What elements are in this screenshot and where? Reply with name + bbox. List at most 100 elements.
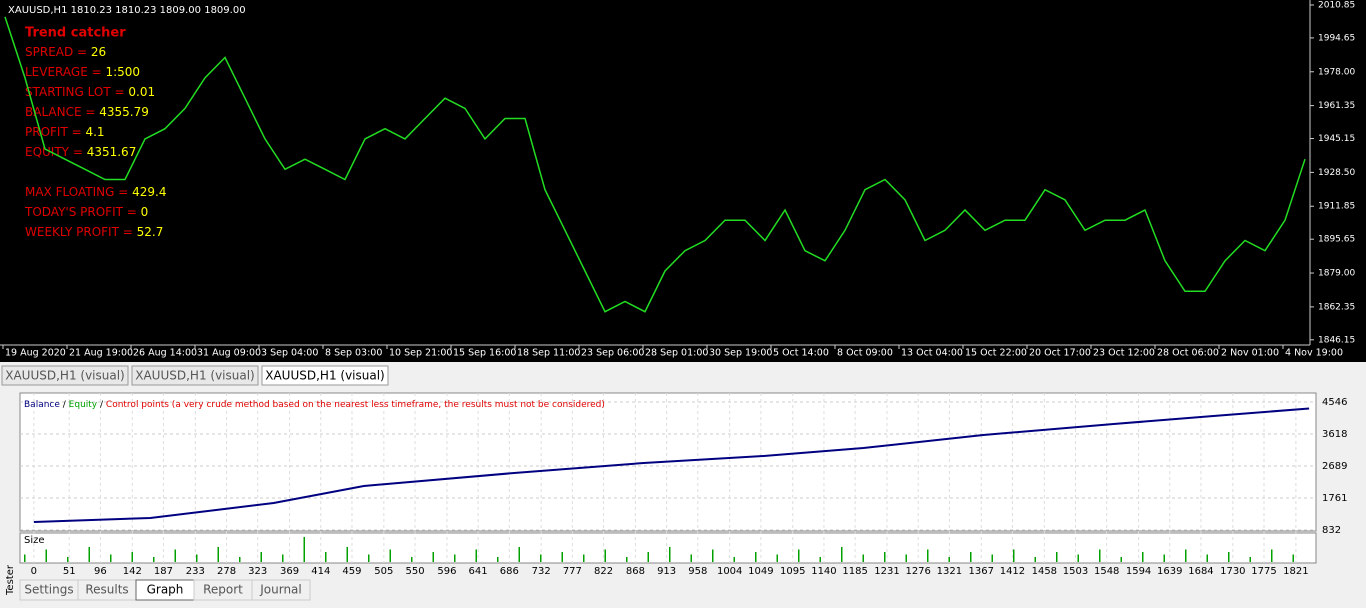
x-tick-label: 1821 (1283, 566, 1308, 577)
x-tick-label: 233 (186, 566, 205, 577)
tab[interactable] (1, 365, 129, 386)
bottom-tab-label[interactable]: Graph (147, 583, 184, 597)
chart-background (0, 0, 1366, 362)
size-bar (561, 552, 563, 562)
y-tick-label: 832 (1322, 525, 1341, 536)
x-tick-label: 8 Sep 03:00 (325, 348, 382, 359)
size-bar (991, 554, 993, 562)
x-tick-label: 1004 (717, 566, 742, 577)
legend-balance: Balance (24, 400, 60, 410)
x-tick-label: 28 Sep 01:00 (645, 348, 708, 359)
size-bar (905, 554, 907, 562)
x-tick-label: 23 Oct 12:00 (1093, 348, 1155, 359)
size-bar (1120, 557, 1122, 562)
size-bar (454, 554, 456, 562)
size-bar (325, 552, 327, 562)
stat-label: STARTING LOT = (25, 85, 128, 99)
stat-line: TODAY'S PROFIT = 0 (24, 205, 148, 219)
x-tick-label: 1276 (905, 566, 930, 577)
stat-line: STARTING LOT = 0.01 (25, 85, 155, 99)
x-tick-label: 187 (154, 566, 173, 577)
y-tick-label: 1945.15 (1318, 134, 1355, 144)
legend: Balance / Equity / Control points (a ver… (24, 400, 605, 410)
size-bar (1228, 552, 1230, 562)
size-bar (690, 554, 692, 562)
x-tick-label: 30 Sep 19:00 (709, 348, 772, 359)
bottom-tab-label[interactable]: Journal (259, 583, 302, 597)
size-bar (24, 554, 26, 562)
x-tick-label: 1594 (1126, 566, 1151, 577)
size-bar (1142, 552, 1144, 562)
x-tick-label: 28 Oct 06:00 (1157, 348, 1219, 359)
x-tick-label: 142 (123, 566, 142, 577)
y-tick-label: 1761 (1322, 493, 1347, 504)
size-bar (604, 549, 606, 562)
stat-label: EQUITY = (25, 145, 87, 159)
size-bar (432, 552, 434, 562)
y-tick-label: 1994.65 (1318, 33, 1355, 43)
x-tick-label: 1775 (1251, 566, 1276, 577)
y-tick-label: 2010.85 (1318, 0, 1355, 10)
stat-line: WEEKLY PROFIT = 52.7 (25, 225, 163, 239)
y-tick-label: 2689 (1322, 461, 1347, 472)
size-bar (1249, 557, 1251, 562)
size-bar (1077, 554, 1079, 562)
size-bar (1185, 549, 1187, 562)
x-tick-label: 1367 (969, 566, 994, 577)
bottom-tab-label[interactable]: Report (203, 583, 243, 597)
size-bar (411, 557, 413, 562)
stat-label: WEEKLY PROFIT = (25, 225, 137, 239)
size-bar (1013, 549, 1015, 562)
size-bar (518, 547, 520, 562)
y-tick-label: 1862.35 (1318, 302, 1355, 312)
y-tick-label: 1928.50 (1318, 168, 1355, 178)
size-bar (669, 547, 671, 562)
tab-label[interactable]: XAUUSD,H1 (visual) (5, 369, 124, 383)
stat-line: MAX FLOATING = 429.4 (25, 185, 166, 199)
tab[interactable] (131, 365, 259, 386)
x-tick-label: 20 Oct 17:00 (1029, 348, 1091, 359)
size-bar (948, 557, 950, 562)
stat-label: PROFIT = (25, 125, 85, 139)
size-bar (1271, 549, 1273, 562)
stat-value: 0 (141, 205, 149, 219)
y-tick-label: 1978.00 (1318, 67, 1355, 77)
bottom-tab-label[interactable]: Results (85, 583, 128, 597)
x-tick-label: 414 (311, 566, 330, 577)
x-tick-label: 3 Sep 04:00 (261, 348, 318, 359)
x-tick-label: 26 Aug 14:00 (133, 348, 197, 359)
x-tick-label: 686 (500, 566, 519, 577)
size-bar (1056, 552, 1058, 562)
x-tick-label: 21 Aug 19:00 (69, 348, 133, 359)
x-tick-label: 1412 (1000, 566, 1025, 577)
tab-label[interactable]: XAUUSD,H1 (visual) (265, 369, 384, 383)
x-tick-label: 1684 (1188, 566, 1213, 577)
tab[interactable] (261, 365, 389, 386)
overlay-title: Trend catcher (25, 26, 126, 41)
size-bar (540, 554, 542, 562)
y-tick-label: 3618 (1322, 429, 1347, 440)
tab-label[interactable]: XAUUSD,H1 (visual) (135, 369, 254, 383)
stat-label: BALANCE = (25, 105, 99, 119)
side-label: Tester (5, 564, 16, 596)
stat-value: 4351.67 (87, 145, 137, 159)
stat-value: 4355.79 (99, 105, 149, 119)
x-tick-label: 1503 (1063, 566, 1088, 577)
size-bar (626, 557, 628, 562)
x-tick-label: 1458 (1032, 566, 1057, 577)
size-bar (862, 554, 864, 562)
y-tick-label: 1879.00 (1318, 269, 1355, 279)
size-bar (798, 549, 800, 562)
stat-value: 1:500 (105, 65, 140, 79)
bottom-tab-label[interactable]: Settings (24, 583, 73, 597)
x-tick-label: 1321 (937, 566, 962, 577)
size-label: Size (24, 535, 45, 546)
bottom-tab[interactable] (251, 579, 311, 601)
stat-line: PROFIT = 4.1 (25, 125, 105, 139)
size-bar (196, 554, 198, 562)
size-bar (303, 537, 305, 562)
stat-label: TODAY'S PROFIT = (24, 205, 141, 219)
size-bar (153, 557, 155, 562)
x-tick-label: 5 Oct 14:00 (773, 348, 829, 359)
